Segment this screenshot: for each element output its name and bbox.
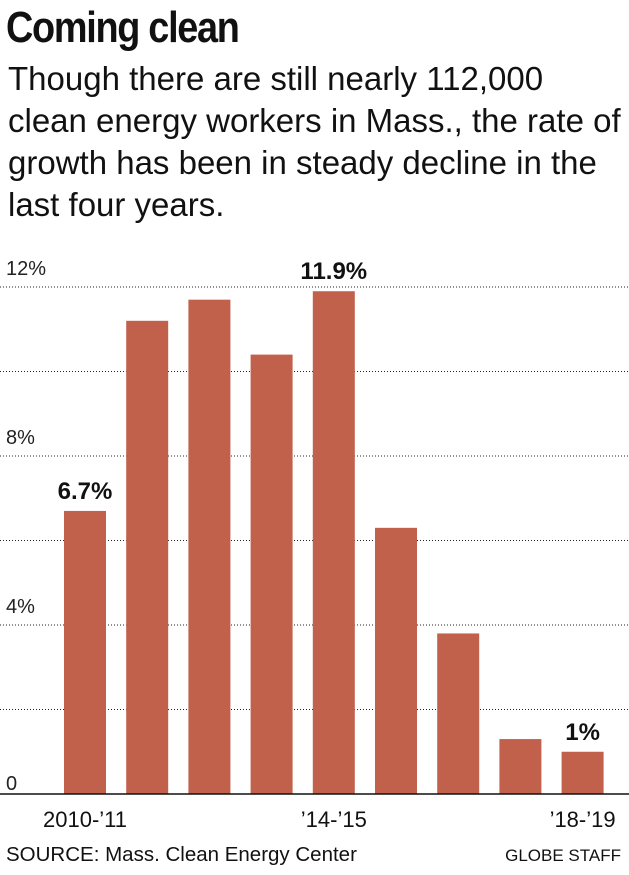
bar xyxy=(375,527,417,794)
bar xyxy=(499,739,542,794)
source-note: SOURCE: Mass. Clean Energy Center xyxy=(6,843,357,866)
data-label: 6.7% xyxy=(58,478,113,505)
bar xyxy=(561,751,604,794)
bar-chart: 0 4% 8% 12% 6.7% 11.9% 1% 2010-’11 ’14-’15 ’18-’1… xyxy=(0,258,629,832)
bar xyxy=(188,299,231,794)
staff-credit: GLOBE STAFF xyxy=(505,846,621,865)
bar xyxy=(250,354,293,794)
bar xyxy=(312,291,355,794)
y-tick-label: 12% xyxy=(6,258,46,280)
y-tick-label: 0 xyxy=(6,773,17,795)
bar xyxy=(64,510,106,794)
y-tick-label: 8% xyxy=(6,427,35,449)
bar xyxy=(126,320,169,794)
data-label: 11.9% xyxy=(300,258,367,285)
bar xyxy=(437,633,480,794)
y-tick-label: 4% xyxy=(6,596,35,618)
x-tick-label: ’18-’19 xyxy=(550,807,616,832)
x-tick-label: ’14-’15 xyxy=(301,807,367,832)
chart-title: Coming clean xyxy=(6,3,240,52)
chart-subtitle: Though there are still nearly 112,000 cl… xyxy=(8,60,621,223)
data-label: 1% xyxy=(565,719,600,746)
x-tick-label: 2010-’11 xyxy=(43,807,127,832)
